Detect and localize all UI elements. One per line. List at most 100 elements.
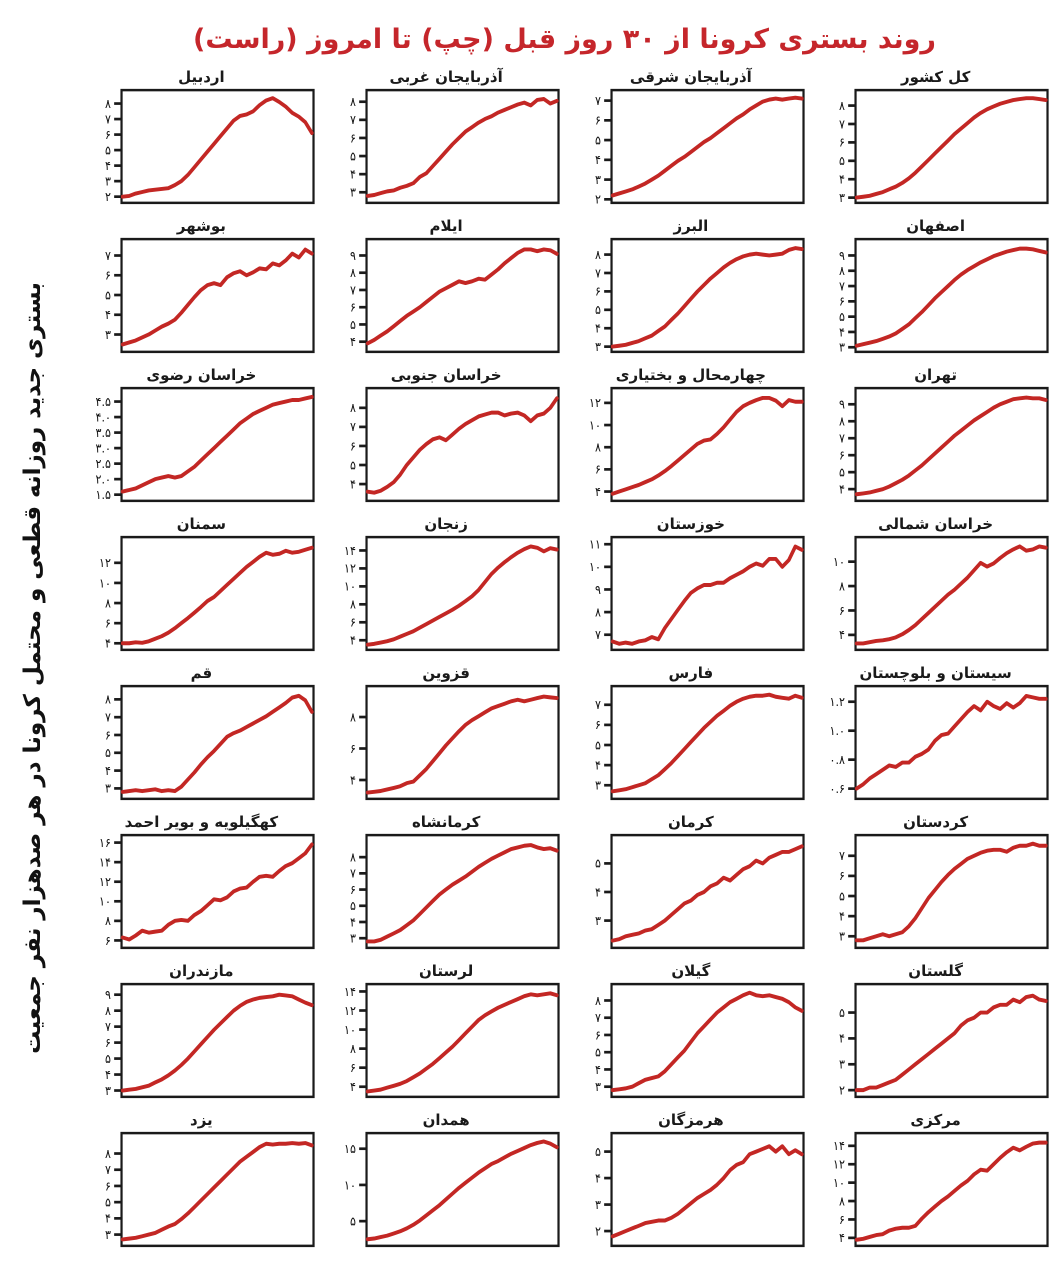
y-tick-label: ۱۶ (99, 835, 111, 850)
trend-line (365, 843, 559, 944)
chart-bushehr: ۳ ۴ ۵ ۶ ۷ (105, 237, 315, 354)
trend-line (855, 1140, 1048, 1242)
plot-frame (120, 833, 315, 950)
y-tick-label: ۶ (350, 439, 356, 454)
y-tick-label: ۷ (594, 93, 600, 108)
y-tick-label: ۶ (594, 113, 600, 128)
plot-frame (609, 833, 805, 950)
chart-cell-hamadan: همدان ۵ ۱۰ ۱۵ (331, 1110, 562, 1258)
chart-cell-qazvin: قزوین ۴ ۶ ۸ (331, 663, 562, 811)
y-tick-label: ۸ (350, 94, 356, 109)
y-tick-label: ۱۰ (833, 554, 845, 569)
chart-title: کرمان (667, 813, 714, 831)
chart-title: فارس (668, 664, 714, 682)
plot-frame (365, 684, 560, 801)
y-tick-label: ۳ (839, 1057, 845, 1072)
chart-cell-zanjan: زنجان ۴ ۶ ۸ ۱۰ ۱۲ ۱۴ (331, 514, 562, 662)
y-tick-label: ۴ (350, 334, 356, 349)
chart-cell-yazd: یزد ۳ ۴ ۵ ۶ ۷ ۸ (86, 1110, 317, 1258)
y-tick-label: ۱۰ (833, 1175, 845, 1190)
y-tick-label: ۴ (105, 1211, 111, 1226)
y-tick-label: ۳ (594, 778, 600, 793)
y-tick-label: ۷ (594, 1010, 600, 1025)
chart-cell-bushehr: بوشهر ۳ ۴ ۵ ۶ ۷ (86, 216, 317, 364)
chart-tehran: ۴ ۵ ۶ ۷ ۸ ۹ (839, 386, 1049, 503)
y-tick-label: ۵ (350, 149, 356, 164)
chart-title: همدان (422, 1111, 470, 1129)
y-axis-label: بستری جدید روزانه قطعی و محتمل کرونا در … (20, 282, 46, 1054)
chart-title: سمنان (176, 515, 227, 533)
y-tick-label: ۴ (594, 758, 600, 773)
plot-frame (365, 535, 560, 652)
chart-title: خراسان شمالی (878, 515, 994, 533)
chart-khuzestan: ۷ ۸ ۹ ۱۰ ۱۱ (589, 535, 805, 652)
y-tick-label: ۴ (594, 484, 600, 499)
trend-line (610, 395, 804, 496)
chart-cell-ilam: ایلام ۴ ۵ ۶ ۷ ۸ ۹ (331, 216, 562, 364)
y-tick-label: ۱.۰ (830, 723, 845, 738)
y-tick-label: ۳.۵ (96, 425, 111, 440)
y-tick-label: ۱۴ (344, 984, 356, 999)
trend-line (365, 544, 559, 647)
y-tick-label: ۲ (839, 1083, 845, 1098)
chart-cell-ardabil: اردبیل ۲ ۳ ۴ ۵ ۶ ۷ ۸ (86, 67, 317, 215)
figure-header: روند بستری کرونا از ۳۰ روز قبل (چپ) تا ا… (70, 0, 1059, 55)
y-tick-label: ۷ (839, 849, 845, 864)
chart-kohgiluyeh-boyerahmad: ۶ ۸ ۱۰ ۱۲ ۱۴ ۱۶ (99, 833, 315, 950)
chart-cell-chaharmahal-bakhtiari: چهارمحال و بختیاری ۴ ۶ ۸ ۱۰ ۱۲ (576, 365, 807, 513)
chart-golestan: ۲ ۳ ۴ ۵ (839, 982, 1049, 1099)
y-tick-label: ۶ (350, 300, 356, 315)
y-tick-label: ۷ (105, 1162, 111, 1177)
y-tick-label: ۹ (105, 987, 111, 1002)
y-tick-label: ۵ (839, 1005, 845, 1020)
chart-sistan-baluchestan: ۰.۶ ۰.۸ ۱.۰ ۱.۲ (830, 684, 1049, 801)
plot-frame (854, 982, 1049, 1099)
y-tick-label: ۶ (105, 127, 111, 142)
y-tick-label: ۸ (839, 579, 845, 594)
chart-title: کل کشور (900, 68, 971, 86)
chart-azarbaijan-sharghi: ۲ ۳ ۴ ۵ ۶ ۷ (594, 88, 805, 207)
plot-frame (120, 1131, 315, 1248)
y-tick-label: ۶ (105, 1179, 111, 1194)
y-tick-label: ۶ (105, 616, 111, 631)
y-tick-label: ۵ (105, 143, 111, 158)
y-tick-label: ۵ (350, 317, 356, 332)
y-tick-label: ۱۴ (99, 855, 111, 870)
y-tick-label: ۴ (105, 636, 111, 651)
y-tick-label: ۵ (105, 288, 111, 303)
chart-title: کهگیلویه و بویر احمد (124, 813, 279, 831)
chart-cell-markazi: مرکزی ۴ ۶ ۸ ۱۰ ۱۲ ۱۴ (820, 1110, 1051, 1258)
chart-title: آذربایجان غربی (389, 68, 503, 86)
y-tick-label: ۴ (839, 172, 845, 187)
trend-line (855, 544, 1048, 646)
y-axis-label-wrap: بستری جدید روزانه قطعی و محتمل کرونا در … (4, 228, 62, 1108)
y-tick-label: ۵ (594, 303, 600, 318)
y-tick-label: ۴ (105, 158, 111, 173)
y-tick-label: ۷ (594, 627, 600, 642)
plot-frame (609, 684, 805, 801)
y-tick-label: ۸ (839, 1194, 845, 1209)
chart-cell-alborz: البرز ۳ ۴ ۵ ۶ ۷ ۸ (576, 216, 807, 364)
y-tick-label: ۳ (839, 190, 845, 205)
plot-frame (365, 237, 560, 354)
y-tick-label: ۱۲ (589, 396, 601, 411)
trend-line (365, 97, 559, 198)
y-tick-label: ۴ (105, 307, 111, 322)
y-tick-label: ۵ (839, 154, 845, 169)
plot-frame (854, 1131, 1049, 1248)
y-tick-label: ۷ (105, 1019, 111, 1034)
plot-frame (120, 535, 315, 652)
plot-frame (609, 535, 805, 652)
y-tick-label: ۵ (350, 458, 356, 473)
y-tick-label: ۷ (350, 420, 356, 435)
plot-frame (854, 386, 1049, 503)
y-tick-label: ۸ (105, 914, 111, 929)
chart-cell-khuzestan: خوزستان ۷ ۸ ۹ ۱۰ ۱۱ (576, 514, 807, 662)
y-tick-label: ۷ (594, 266, 600, 281)
y-tick-label: ۵ (839, 465, 845, 480)
y-tick-label: ۳ (105, 174, 111, 189)
y-tick-label: ۲ (594, 192, 600, 207)
y-tick-label: ۱۰ (99, 576, 111, 591)
